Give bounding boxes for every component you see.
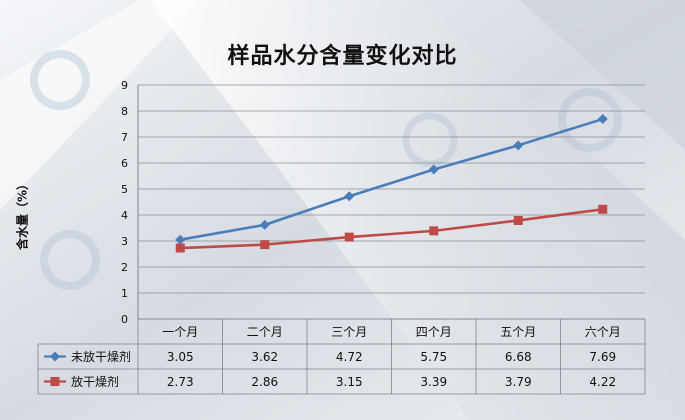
- series-line: [180, 117, 604, 241]
- y-tick-label: 2: [121, 261, 128, 274]
- y-tick-label: 1: [121, 287, 128, 300]
- data-point: [50, 351, 60, 362]
- series-line: [180, 207, 603, 250]
- legend-label: 未放干燥剂: [71, 349, 131, 364]
- x-tick-label: 六个月: [585, 325, 621, 339]
- data-point: [428, 164, 439, 175]
- data-point: [175, 234, 186, 245]
- y-tick-label: 5: [121, 183, 128, 196]
- data-point: [429, 226, 439, 236]
- data-point: [344, 232, 354, 242]
- y-tick-label: 9: [121, 79, 128, 92]
- x-tick-label: 一个月: [162, 325, 198, 339]
- x-tick-label: 三个月: [331, 325, 367, 339]
- x-tick-label: 四个月: [416, 325, 452, 339]
- x-tick-label: 五个月: [500, 325, 536, 339]
- y-tick-labels: 0 1 2 3 4 5 6 7 8 9: [121, 79, 128, 326]
- data-point: [513, 215, 523, 225]
- series-lines: [175, 114, 608, 253]
- chart-title: 样品水分含量变化对比: [227, 44, 458, 69]
- data-point: [513, 140, 524, 151]
- data-point: [597, 114, 608, 125]
- data-label: 3.39: [420, 375, 447, 389]
- y-tick-label: 4: [121, 209, 128, 222]
- y-tick-label: 3: [121, 235, 128, 248]
- data-label: 2.73: [167, 375, 194, 389]
- data-label: 3.79: [505, 375, 532, 389]
- data-point: [598, 204, 608, 214]
- data-label: 4.22: [589, 375, 616, 389]
- data-label: 2.86: [251, 375, 278, 389]
- data-point: [50, 377, 60, 386]
- y-tick-label: 0: [121, 313, 128, 326]
- data-label: 3.05: [167, 350, 194, 364]
- data-label: 3.62: [251, 350, 278, 364]
- gridlines: [137, 84, 645, 320]
- data-point: [260, 240, 270, 250]
- data-point: [344, 191, 355, 202]
- y-tick-label: 6: [121, 157, 128, 170]
- legend-label: 放干燥剂: [71, 374, 119, 389]
- data-label: 6.68: [505, 350, 532, 364]
- data-label: 5.75: [420, 350, 447, 364]
- data-point: [175, 243, 185, 253]
- x-tick-label: 二个月: [247, 325, 283, 339]
- data-point: [259, 219, 270, 230]
- data-label: 3.15: [336, 375, 363, 389]
- y-tick-label: 8: [121, 105, 128, 118]
- data-label: 7.69: [589, 350, 616, 364]
- y-tick-label: 7: [121, 131, 128, 144]
- data-label: 4.72: [336, 350, 363, 364]
